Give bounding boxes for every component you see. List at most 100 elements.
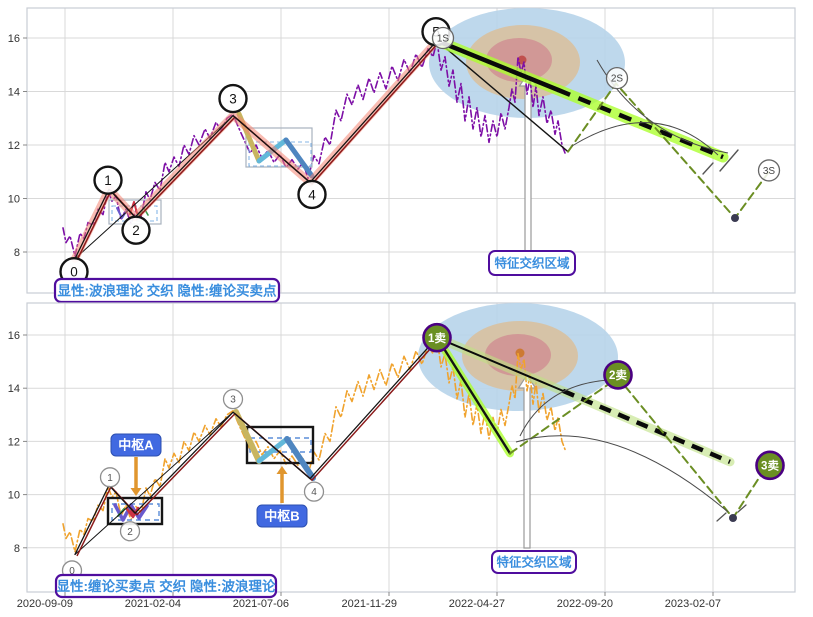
pivot-arrow-head [130,488,142,496]
decline-line [435,336,512,455]
low-point-dot [729,514,737,523]
feature-label-box [488,250,576,276]
pivot-label-text: 中枢B [264,509,299,524]
sell-marker-1 [431,26,455,50]
sub-stroke [737,504,747,513]
caption-box-bottom [54,573,278,599]
sub-stroke [702,162,714,175]
wave-circle-label-1: 1 [104,173,112,188]
annotation-arc [515,435,729,513]
wave-circle-4 [297,179,327,210]
x-tick-label: 2021-07-06 [233,598,289,610]
sub-stroke [719,149,739,172]
x-tick-label: 2022-09-20 [557,598,613,610]
y-tick-label: 16 [8,33,20,45]
projection-dashed [557,87,724,160]
x-tick-label: 2021-11-29 [342,598,397,610]
pivot-zone-box [245,425,315,465]
pivot-zone-box [249,437,312,453]
sellpoint-dashed-path [567,82,770,220]
wave-line-darkred [76,41,440,261]
wave-circle-label-2: 2 [127,527,133,538]
feature-label-box [491,550,577,574]
annotation-arc [519,379,609,437]
panel-bottom: 161412108012341卖2卖3卖中枢A中枢B特征交织区域显性:缠论买卖点… [8,302,796,599]
sell-marker-2 [603,360,633,390]
y-tick-label: 10 [8,490,20,502]
projection-dashed [562,388,731,464]
wave-circle-1 [99,467,121,488]
y-tick-label: 12 [8,436,20,448]
panel-spine [26,7,796,294]
wave-circle-2 [119,521,141,542]
wave-line-black [74,40,438,260]
x-tick-label: 2023-02-07 [665,598,721,610]
feature-label-text: 特征交织区域 [494,255,570,270]
sell-marker-3 [755,450,785,481]
wave-circle-label-0: 0 [70,265,78,280]
sub-stroke [256,436,290,464]
pivot-arrow-head [276,466,288,474]
y-tick-label: 8 [14,543,20,555]
pivot-zone-box [111,503,160,521]
x-tick-label: 2021-02-04 [125,598,181,610]
sell-marker-3 [757,159,781,182]
sell-marker-2 [605,66,629,90]
chart-root: 1614121080123451S2S3S特征交织区域显性:波浪理论 交织 隐性… [8,7,796,610]
panel-top: 1614121080123451S2S3S特征交织区域显性:波浪理论 交织 隐性… [8,7,796,304]
pivot-label-box [256,504,308,528]
x-tick-label: 2020-09-09 [17,598,73,610]
sub-stroke [113,503,149,522]
wave-circle-4 [303,481,325,502]
sub-stroke [283,137,315,179]
price-line-bottom [62,336,566,553]
sell-marker-label-3: 3卖 [761,459,779,473]
pivot-label-text: 中枢A [118,438,154,453]
wave-circle-2 [121,215,151,245]
wave-circle-1 [93,165,123,195]
y-tick-label: 8 [14,247,20,259]
wave-circle-label-3: 3 [230,395,236,406]
projection-solid [434,38,561,93]
projection-solid [436,336,564,392]
y-tick-label: 16 [8,330,20,342]
sell-marker-1 [422,322,452,353]
feature-center-dot [515,348,525,358]
sell-marker-label-1: 1S [437,34,450,45]
wave-circle-3 [218,83,248,114]
wave-circle-label-4: 4 [311,487,317,498]
pivot-label-box [110,433,162,457]
trendline-0-3 [74,411,234,555]
sub-stroke [233,409,262,464]
decline-line [436,39,569,153]
y-tick-label: 10 [8,194,20,206]
price-line-top [62,39,566,257]
sell-marker-label-3: 3S [763,166,776,177]
sell-marker-label-1: 1卖 [428,331,446,345]
annotation-arc [571,122,719,156]
wave-circle-label-4: 4 [308,187,316,202]
wave-circle-label-3: 3 [229,91,237,106]
sell-marker-label-2: 2卖 [609,368,627,382]
wave-circle-label-0: 0 [69,566,75,577]
wave-circle-3 [222,388,244,410]
sell-marker-label-2: 2S [611,74,624,85]
panel-spine [26,302,796,593]
wave-circle-label-1: 1 [107,473,113,484]
wave-line-darkred [76,338,440,557]
low-point-dot [731,214,739,223]
wave-circle-label-2: 2 [132,223,140,238]
x-tick-label: 2022-04-27 [449,598,505,610]
sub-stroke [716,512,727,522]
y-tick-label: 12 [8,140,20,152]
sub-stroke [284,436,316,481]
sellpoint-dashed-path [509,376,769,520]
wave-line-black [74,337,438,556]
caption-box-top [53,277,281,304]
y-tick-label: 14 [8,87,20,99]
caption-text-top: 显性:波浪理论 交织 隐性:缠论买卖点 [58,282,277,298]
caption-text-bottom: 显性:缠论买卖点 交织 隐性:波浪理论 [57,578,276,594]
y-tick-label: 14 [8,383,20,395]
